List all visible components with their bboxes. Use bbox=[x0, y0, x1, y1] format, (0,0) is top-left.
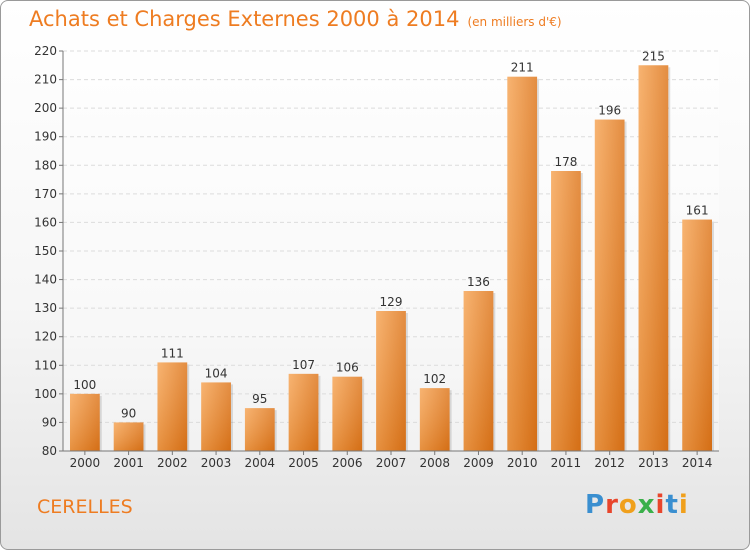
bar-value-label: 161 bbox=[686, 204, 709, 218]
bar-value-label: 211 bbox=[511, 61, 534, 75]
x-tick-label: 2005 bbox=[288, 456, 319, 470]
commune-name: CERELLES bbox=[37, 496, 133, 518]
y-tick-label: 170 bbox=[34, 187, 57, 201]
y-tick-label: 100 bbox=[34, 387, 57, 401]
y-tick-label: 110 bbox=[34, 358, 57, 372]
bar-value-label: 178 bbox=[554, 155, 577, 169]
x-tick-label: 2012 bbox=[594, 456, 625, 470]
logo-letter: i bbox=[678, 490, 689, 520]
logo-letter: t bbox=[665, 490, 679, 520]
bar-shade bbox=[69, 393, 100, 451]
bar-shade bbox=[463, 291, 494, 451]
bar-shade bbox=[638, 65, 669, 452]
bar-value-label: 111 bbox=[161, 346, 184, 360]
bar-shade bbox=[332, 376, 363, 451]
bar-value-label: 107 bbox=[292, 358, 315, 372]
bar-shade bbox=[507, 76, 538, 451]
proxiti-logo: Proxiti bbox=[585, 490, 689, 520]
y-tick-label: 140 bbox=[34, 273, 57, 287]
x-tick-label: 2013 bbox=[638, 456, 669, 470]
bar-value-label: 102 bbox=[423, 372, 446, 386]
bar-layer bbox=[69, 65, 715, 452]
y-tick-label: 130 bbox=[34, 301, 57, 315]
chart-subtitle: (en milliers d'€) bbox=[467, 15, 562, 29]
bar-value-label: 136 bbox=[467, 275, 490, 289]
bar-value-label: 196 bbox=[598, 104, 621, 118]
y-tick-label: 220 bbox=[34, 44, 57, 58]
logo-letter: i bbox=[655, 490, 666, 520]
bar-value-label: 129 bbox=[380, 295, 403, 309]
bar-shade bbox=[288, 373, 319, 451]
bar-shade bbox=[157, 362, 188, 451]
y-tick-label: 120 bbox=[34, 330, 57, 344]
logo-letter: x bbox=[637, 490, 656, 520]
y-tick-label: 160 bbox=[34, 215, 57, 229]
bar-shade bbox=[376, 311, 406, 451]
logo-letter: o bbox=[618, 490, 638, 520]
bar-shade bbox=[419, 388, 450, 451]
logo-letter: P bbox=[585, 490, 606, 520]
logo-letter: r bbox=[605, 490, 619, 520]
bar-shade bbox=[113, 422, 144, 451]
x-tick-label: 2009 bbox=[463, 456, 494, 470]
bar-value-label: 100 bbox=[73, 378, 96, 392]
x-tick-label: 2008 bbox=[419, 456, 450, 470]
bar-shade bbox=[682, 219, 713, 451]
x-tick-label: 2003 bbox=[201, 456, 232, 470]
x-tick-label: 2004 bbox=[245, 456, 276, 470]
y-tick-label: 90 bbox=[42, 415, 57, 429]
bar-value-label: 95 bbox=[252, 392, 267, 406]
x-tick-label: 2010 bbox=[507, 456, 538, 470]
y-tick-label: 210 bbox=[34, 73, 57, 87]
bar-value-label: 104 bbox=[205, 366, 228, 380]
x-tick-label: 2006 bbox=[332, 456, 363, 470]
bar-shade bbox=[551, 171, 581, 451]
y-tick-label: 200 bbox=[34, 101, 57, 115]
x-tick-label: 2002 bbox=[157, 456, 188, 470]
x-tick-label: 2000 bbox=[70, 456, 101, 470]
y-tick-label: 80 bbox=[42, 444, 57, 458]
y-tick-label: 180 bbox=[34, 158, 57, 172]
axis-layer: 8090100110120130140150160170180190200210… bbox=[34, 44, 719, 470]
bar-value-label: 106 bbox=[336, 361, 359, 375]
x-tick-label: 2011 bbox=[551, 456, 582, 470]
x-tick-label: 2007 bbox=[376, 456, 407, 470]
x-tick-label: 2014 bbox=[682, 456, 713, 470]
bar-shade bbox=[594, 119, 625, 452]
chart-title: Achats et Charges Externes 2000 à 2014 (e… bbox=[29, 7, 562, 31]
bar-shade bbox=[244, 408, 275, 451]
y-tick-label: 190 bbox=[34, 130, 57, 144]
bar-value-label: 90 bbox=[121, 406, 136, 420]
y-tick-label: 150 bbox=[34, 244, 57, 258]
x-tick-label: 2001 bbox=[113, 456, 144, 470]
bar-value-label: 215 bbox=[642, 49, 665, 63]
bar-shade bbox=[201, 382, 231, 451]
